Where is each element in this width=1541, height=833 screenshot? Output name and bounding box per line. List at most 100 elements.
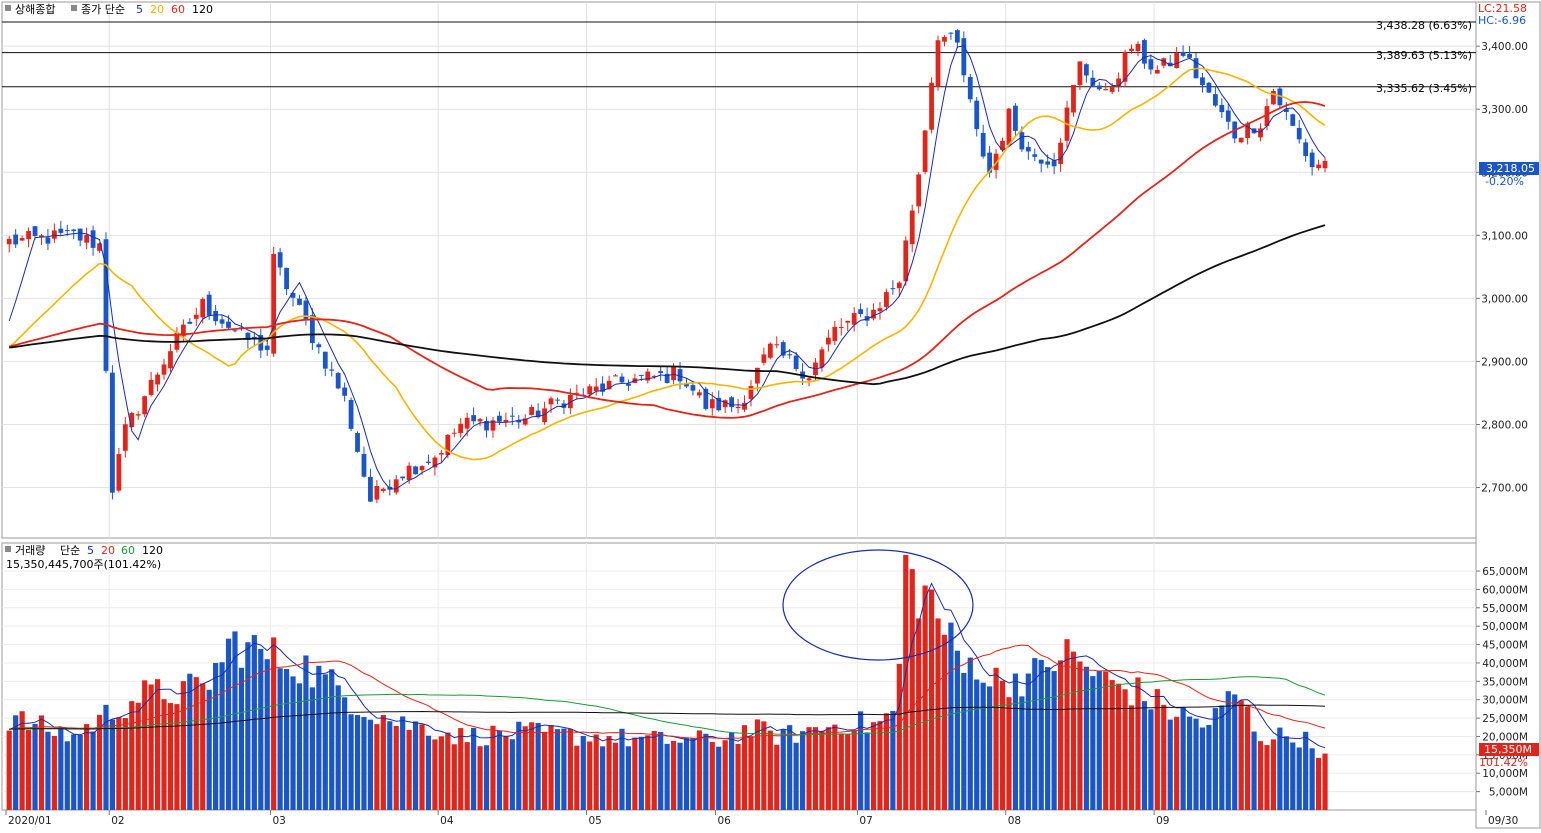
volume-bar (232, 631, 238, 810)
volume-bar (296, 683, 303, 810)
candle-body (806, 378, 812, 381)
volume-bar (638, 736, 644, 810)
volume-bar (632, 737, 638, 810)
volume-bar (812, 727, 819, 810)
volume-bar (954, 650, 960, 810)
volume-bar (251, 635, 257, 810)
volume-bar (1277, 727, 1283, 810)
date-label: 09 (1156, 815, 1169, 827)
volume-bar (522, 726, 528, 810)
candle-body (432, 457, 438, 468)
candle-body (180, 324, 186, 337)
candle-body (1148, 59, 1154, 70)
legend-ma5: 5 (136, 3, 143, 16)
volume-bar (483, 745, 490, 810)
volume-bar (799, 731, 806, 810)
candle-body (490, 420, 496, 431)
volume-bar (1238, 700, 1244, 810)
candle-body (45, 237, 51, 244)
price-tick-label: 3,000.00 (1481, 293, 1528, 305)
volume-bar (25, 730, 32, 810)
candle-body (1090, 77, 1096, 86)
volume-bar (1257, 741, 1264, 810)
volume-bar (754, 719, 761, 810)
volume-bar (264, 659, 270, 810)
volume-bar (245, 642, 251, 810)
volume-spike-highlight (782, 549, 974, 661)
candle-body (129, 413, 135, 428)
volume-bar (935, 618, 941, 810)
candle-body (1225, 110, 1231, 122)
volume-bar (1135, 677, 1141, 810)
volume-bar (1283, 736, 1289, 810)
volume-bar (1012, 673, 1019, 810)
legend-marker (5, 546, 11, 552)
volume-bar (748, 736, 754, 810)
volume-bar (432, 739, 438, 810)
candle-body (884, 292, 889, 307)
candle-body (548, 398, 554, 405)
volume-bar (1251, 731, 1257, 810)
candle-body (535, 410, 541, 418)
volume-bar (735, 743, 741, 810)
candle-body (1180, 52, 1186, 56)
price-tick-label: 2,900.00 (1481, 356, 1528, 368)
volume-bar (367, 719, 374, 810)
volume-bar (516, 721, 522, 810)
candle-body (858, 309, 864, 315)
candle-body (1309, 152, 1315, 168)
volume-bar (1090, 676, 1096, 810)
volume-bar (329, 669, 335, 810)
volume-bar (451, 744, 457, 810)
volume-bar (709, 742, 715, 810)
candle-body (742, 402, 747, 410)
volume-tick-label: 30,000M (1482, 695, 1528, 707)
candle-body (187, 321, 193, 324)
candle-body (987, 152, 993, 173)
candle-body (871, 309, 876, 319)
volume-bar (561, 728, 567, 810)
ma20-line (8, 67, 1326, 461)
volume-tick-label: 65,000M (1482, 566, 1528, 578)
candle-body (1283, 109, 1289, 113)
candle-body (1006, 108, 1012, 146)
volume-bar (1212, 708, 1218, 810)
candle-body (1296, 127, 1302, 140)
volume-bar (1322, 753, 1328, 810)
candle-body (1019, 132, 1025, 150)
candle-body (942, 36, 947, 42)
candle-body (690, 385, 696, 391)
vol-ma60-line (9, 676, 1326, 736)
volume-bar (509, 739, 515, 810)
candle-body (503, 419, 509, 423)
volume-bar (858, 711, 864, 810)
candle-body (451, 432, 457, 434)
candle-body (193, 314, 199, 319)
date-label: 02 (111, 815, 124, 827)
date-label: 08 (1008, 815, 1021, 827)
volume-bar (651, 730, 657, 810)
volume-bar (309, 687, 315, 810)
price-tick-label: 2,700.00 (1481, 483, 1528, 495)
candle-body (1238, 137, 1244, 143)
candle-body (638, 374, 644, 376)
candle-body (484, 420, 489, 431)
volume-bar (1051, 671, 1057, 810)
volume-tick-label: 35,000M (1482, 676, 1528, 688)
candle-body (1322, 160, 1328, 169)
candle-body (864, 316, 870, 321)
candle-body (1303, 142, 1309, 157)
candle-body (967, 77, 973, 100)
volume-bar (1103, 671, 1109, 810)
volume-legend-name: 거래량 (15, 544, 45, 557)
candle-body (116, 454, 122, 491)
volume-bar (206, 689, 212, 810)
candle-body (522, 418, 528, 425)
volume-bar (322, 674, 328, 810)
volume-bar (90, 731, 96, 810)
price-legend-name: 상해종합 (15, 2, 55, 16)
volume-tick-label: 60,000M (1482, 584, 1528, 596)
volume-bar (761, 721, 767, 810)
